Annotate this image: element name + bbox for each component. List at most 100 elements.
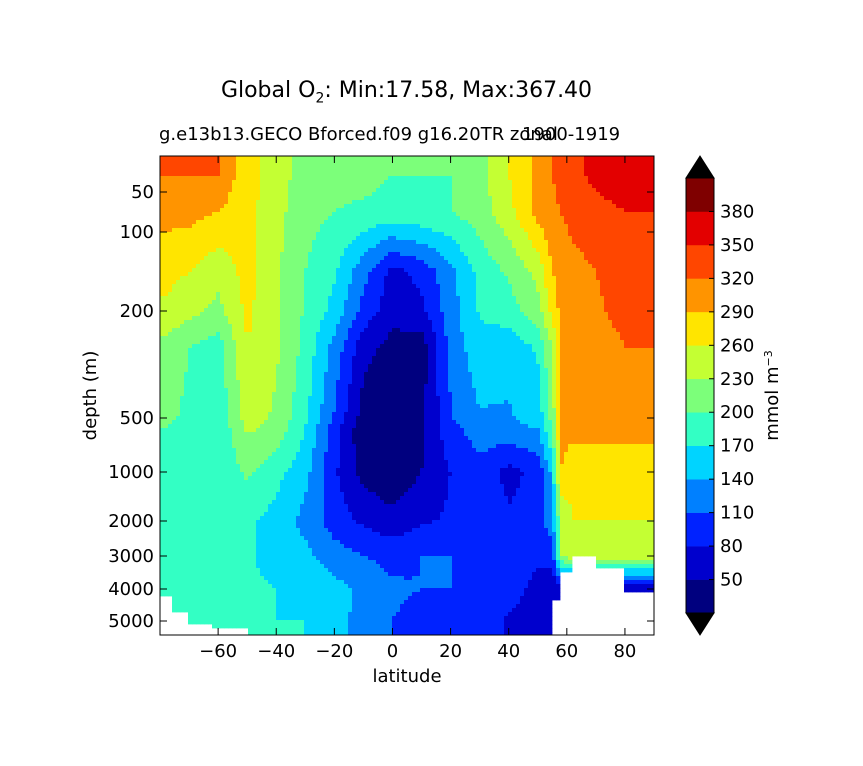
contour-cell <box>424 156 429 161</box>
contour-cell <box>296 300 301 305</box>
contour-cell <box>608 184 613 189</box>
contour-cell <box>476 204 481 209</box>
contour-cell <box>636 192 641 197</box>
contour-cell <box>372 252 377 257</box>
contour-cell <box>340 284 345 289</box>
contour-cell <box>164 232 169 237</box>
contour-cell <box>256 236 261 241</box>
contour-cell <box>368 252 373 257</box>
contour-cell <box>500 156 505 161</box>
contour-cell <box>624 288 629 293</box>
contour-cell <box>424 172 429 177</box>
contour-cell <box>456 312 461 317</box>
contour-cell <box>216 300 221 305</box>
contour-cell <box>192 176 197 181</box>
contour-cell <box>512 172 517 177</box>
contour-cell <box>368 196 373 201</box>
contour-cell <box>168 228 173 233</box>
contour-cell <box>636 160 641 165</box>
contour-cell <box>280 184 285 189</box>
contour-cell <box>380 160 385 165</box>
contour-cell <box>484 268 489 273</box>
contour-cell <box>360 284 365 289</box>
contour-cell <box>548 176 553 181</box>
contour-cell <box>236 244 241 249</box>
contour-cell <box>524 240 529 245</box>
contour-cell <box>508 208 513 213</box>
contour-cell <box>580 264 585 269</box>
contour-cell <box>616 312 621 317</box>
contour-cell <box>260 188 265 193</box>
contour-cell <box>544 276 549 281</box>
contour-cell <box>304 300 309 305</box>
contour-cell <box>368 180 373 185</box>
contour-cell <box>532 180 537 185</box>
contour-cell <box>168 220 173 225</box>
contour-cell <box>468 292 473 297</box>
contour-cell <box>400 156 405 161</box>
contour-cell <box>240 216 245 221</box>
contour-cell <box>392 248 397 253</box>
contour-cell <box>304 308 309 313</box>
contour-cell <box>616 200 621 205</box>
contour-cell <box>236 240 241 245</box>
contour-cell <box>556 256 561 261</box>
contour-cell <box>188 296 193 301</box>
contour-cell <box>364 172 369 177</box>
contour-cell <box>652 220 655 225</box>
contour-cell <box>460 192 465 197</box>
contour-cell <box>620 292 625 297</box>
contour-cell <box>592 200 597 205</box>
contour-cell <box>584 304 589 309</box>
contour-cell <box>344 248 349 253</box>
contour-cell <box>328 156 333 161</box>
contour-cell <box>612 220 617 225</box>
contour-cell <box>548 216 553 221</box>
contour-cell <box>188 260 193 265</box>
contour-cell <box>436 220 441 225</box>
contour-cell <box>476 224 481 229</box>
contour-cell <box>452 304 457 309</box>
contour-cell <box>644 188 649 193</box>
contour-cell <box>456 296 461 301</box>
contour-cell <box>172 308 177 313</box>
contour-cell <box>408 224 413 229</box>
contour-cell <box>596 292 601 297</box>
contour-cell <box>652 232 655 237</box>
contour-cell <box>504 292 509 297</box>
contour-cell <box>388 272 393 277</box>
contour-cell <box>492 272 497 277</box>
contour-cell <box>492 176 497 181</box>
contour-cell <box>316 176 321 181</box>
contour-cell <box>488 288 493 293</box>
contour-cell <box>472 228 477 233</box>
contour-cell <box>212 208 217 213</box>
contour-cell <box>224 240 229 245</box>
contour-cell <box>376 248 381 253</box>
contour-cell <box>616 288 621 293</box>
contour-cell <box>476 180 481 185</box>
contour-cell <box>300 280 305 285</box>
contour-cell <box>508 312 513 317</box>
contour-cell <box>484 272 489 277</box>
contour-cell <box>356 304 361 309</box>
contour-cell <box>488 280 493 285</box>
contour-cell <box>508 200 513 205</box>
contour-cell <box>480 168 485 173</box>
contour-cell <box>468 244 473 249</box>
contour-cell <box>336 228 341 233</box>
contour-cell <box>384 220 389 225</box>
contour-cell <box>624 204 629 209</box>
contour-cell <box>572 168 577 173</box>
contour-cell <box>168 212 173 217</box>
contour-cell <box>320 288 325 293</box>
contour-cell <box>424 176 429 181</box>
contour-cell <box>464 156 469 161</box>
contour-cell <box>256 232 261 237</box>
contour-cell <box>192 288 197 293</box>
contour-cell <box>268 292 273 297</box>
contour-cell <box>604 232 609 237</box>
contour-cell <box>328 176 333 181</box>
contour-cell <box>528 160 533 165</box>
contour-cell <box>648 304 653 309</box>
